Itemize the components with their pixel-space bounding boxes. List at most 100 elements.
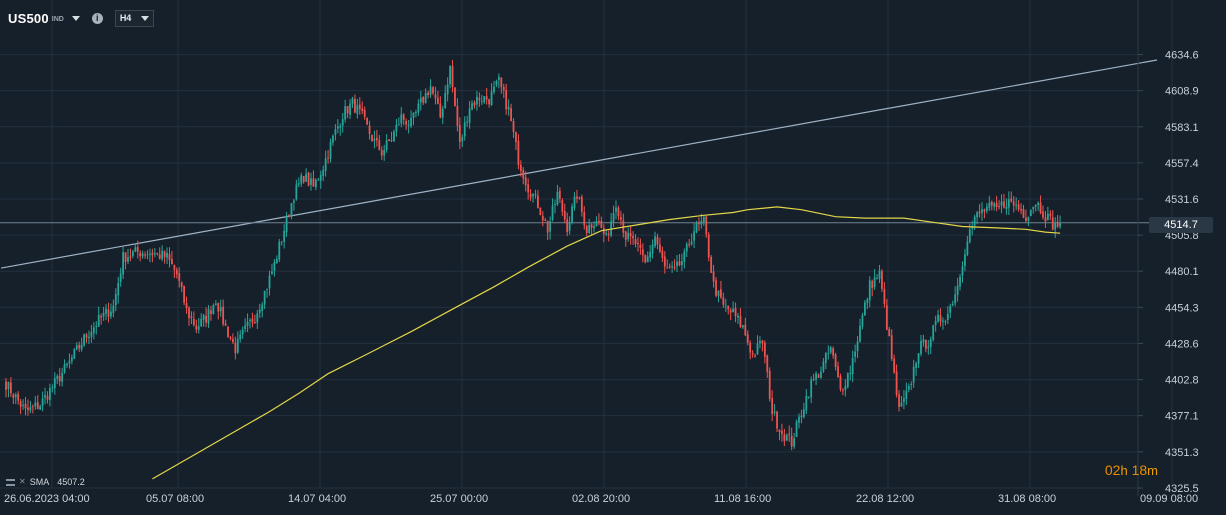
candle-body — [773, 411, 776, 413]
candle-body — [817, 374, 820, 378]
candle-body — [717, 290, 720, 297]
candle-body — [568, 221, 571, 231]
candle-body — [668, 266, 671, 268]
candle — [219, 299, 222, 317]
candle — [956, 277, 959, 302]
symbol-name[interactable]: US500 — [8, 10, 49, 26]
candle — [478, 92, 481, 107]
countdown-hours-unit: h — [1120, 463, 1128, 478]
candle — [678, 254, 681, 267]
candle — [983, 208, 986, 219]
candle — [922, 334, 925, 347]
candle — [119, 267, 122, 287]
candle-body — [1056, 221, 1059, 227]
candle — [759, 336, 761, 349]
candle — [395, 119, 398, 137]
candle-body — [458, 124, 461, 142]
candle-body — [446, 84, 449, 95]
candle-body — [539, 208, 542, 215]
candle-body — [156, 253, 159, 255]
candle-body — [444, 93, 447, 109]
candle — [349, 99, 351, 119]
candle — [366, 117, 369, 126]
candle-body — [124, 252, 127, 263]
candle — [34, 396, 37, 410]
candle — [327, 149, 329, 164]
candle-body — [1003, 201, 1005, 208]
candle-body — [951, 303, 954, 305]
candle-body — [812, 378, 815, 380]
candle — [617, 205, 620, 221]
close-icon[interactable]: ✕ — [19, 477, 26, 486]
candle-body — [678, 261, 681, 266]
menu-icon[interactable] — [6, 478, 15, 486]
candle-body — [312, 178, 315, 187]
candle-body — [256, 313, 259, 323]
candle-body — [683, 251, 686, 262]
candle — [251, 312, 254, 328]
candle-body — [24, 403, 27, 409]
candle — [27, 399, 29, 416]
candle-body — [698, 223, 700, 225]
candle-body — [422, 96, 425, 103]
trendline-layer[interactable] — [1, 59, 1158, 269]
candle — [97, 306, 100, 327]
candle-body — [737, 315, 739, 318]
candle-body — [617, 207, 620, 217]
candle-body — [507, 106, 510, 110]
candle-body — [441, 108, 444, 118]
candle-body — [729, 310, 732, 313]
candle-body — [375, 137, 378, 141]
candle-body — [346, 106, 349, 114]
candle-body — [778, 429, 781, 433]
candle-body — [66, 363, 68, 365]
candle — [744, 317, 747, 337]
candle-body — [1042, 211, 1044, 218]
y-tick-label: 4583.1 — [1165, 122, 1199, 134]
candle — [1005, 198, 1008, 215]
candle-body — [656, 236, 659, 245]
y-axis: 4634.6 4608.9 4583.1 4557.4 4531.6 4505.8 4480… — [1137, 0, 1199, 496]
candle-body — [1027, 217, 1030, 221]
candle-body — [956, 285, 959, 295]
candle — [749, 340, 752, 360]
timeframe-select[interactable]: H4 — [114, 9, 155, 27]
candle — [75, 342, 78, 351]
candle-body — [505, 89, 508, 110]
candle — [732, 301, 735, 313]
candle — [898, 390, 900, 412]
candle — [824, 351, 827, 370]
candle-body — [878, 270, 881, 279]
candle — [375, 129, 378, 147]
candle — [234, 336, 237, 360]
candle-body — [456, 106, 459, 126]
candle-body — [88, 336, 90, 338]
candle-body — [339, 126, 342, 128]
info-icon[interactable]: i — [91, 12, 103, 24]
candle-body — [9, 382, 12, 394]
candle — [178, 267, 181, 288]
candle — [707, 232, 710, 262]
candle — [110, 303, 112, 320]
candle-body — [802, 409, 805, 417]
candle-body — [112, 305, 115, 313]
candle-body — [985, 206, 988, 211]
sma-legend[interactable]: ✕ SMA 4507.2 — [6, 477, 85, 487]
candle-body — [34, 402, 37, 406]
candle — [598, 213, 600, 226]
candle — [846, 372, 849, 389]
candle — [1051, 210, 1054, 231]
candle — [46, 391, 49, 404]
candle — [876, 274, 878, 280]
candle-body — [85, 334, 88, 338]
candle — [31, 404, 34, 414]
candle — [907, 383, 910, 393]
candle-body — [705, 216, 708, 235]
symbol-dropdown-icon[interactable] — [71, 15, 80, 21]
candle-body — [485, 96, 488, 100]
candle — [415, 109, 417, 118]
candle — [393, 129, 395, 142]
x-tick-label: 25.07 00:00 — [430, 493, 488, 505]
candle-body — [332, 135, 334, 143]
